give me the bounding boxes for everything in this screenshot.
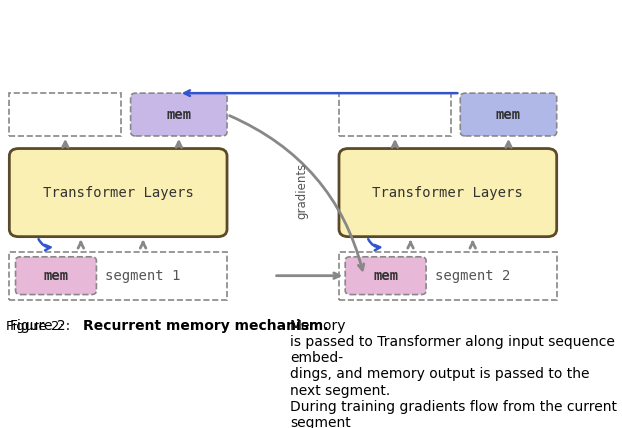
Text: segment 2: segment 2 [435,269,511,282]
FancyBboxPatch shape [131,93,227,136]
Text: Transformer Layers: Transformer Layers [373,186,523,199]
FancyBboxPatch shape [9,149,227,237]
Text: segment 1: segment 1 [105,269,181,282]
Text: mem: mem [373,269,398,282]
FancyBboxPatch shape [339,149,557,237]
FancyBboxPatch shape [339,93,451,136]
Text: Figure 2:: Figure 2: [10,319,75,333]
Text: Memory
is passed to Transformer along input sequence embed-
dings, and memory ou: Memory is passed to Transformer along in… [290,319,617,428]
Text: Recurrent memory mechanism.: Recurrent memory mechanism. [83,319,329,333]
Text: Figure 2:: Figure 2: [6,320,68,333]
Text: gradients: gradients [295,163,308,220]
FancyBboxPatch shape [9,252,227,300]
FancyBboxPatch shape [339,252,557,300]
Text: mem: mem [496,107,521,122]
Text: Transformer Layers: Transformer Layers [43,186,193,199]
Text: mem: mem [166,107,192,122]
FancyBboxPatch shape [9,93,121,136]
FancyBboxPatch shape [16,257,96,294]
FancyBboxPatch shape [345,257,426,294]
Text: mem: mem [44,269,68,282]
FancyBboxPatch shape [460,93,557,136]
